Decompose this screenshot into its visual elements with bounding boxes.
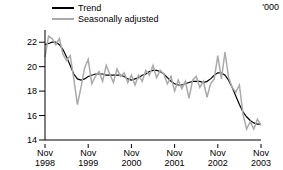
svg-text:18: 18 [27, 86, 37, 96]
svg-text:Nov2001: Nov2001 [165, 148, 185, 168]
html-text:Trend: Trend [78, 2, 102, 13]
svg-text:Nov1999: Nov1999 [78, 148, 98, 168]
svg-text:16: 16 [27, 111, 37, 121]
svg-text:14: 14 [27, 135, 37, 145]
html-text:Seasonally adjusted: Seasonally adjusted [78, 13, 159, 24]
svg-text:22: 22 [27, 37, 37, 47]
svg-text:Nov2000: Nov2000 [121, 148, 141, 168]
svg-text:Nov1998: Nov1998 [35, 148, 55, 168]
svg-text:Nov2003: Nov2003 [251, 148, 271, 168]
svg-text:20: 20 [27, 62, 37, 72]
html-text:'000: '000 [262, 2, 279, 12]
svg-text:Nov2002: Nov2002 [208, 148, 228, 168]
